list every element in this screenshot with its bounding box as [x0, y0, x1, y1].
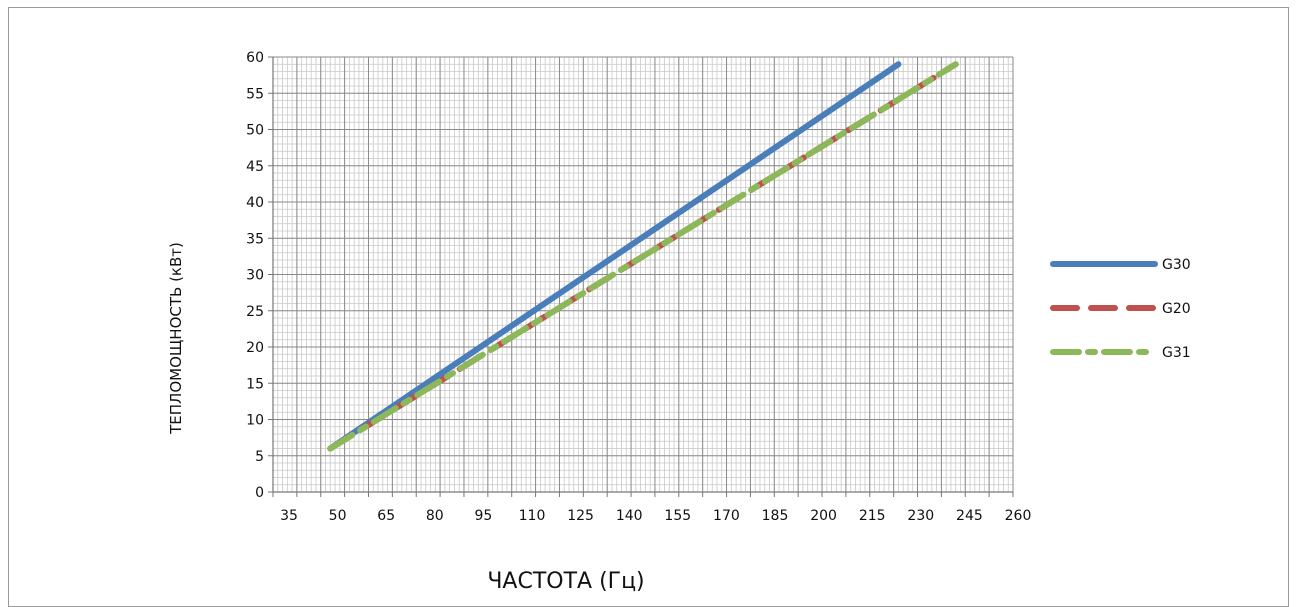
y-tick-label: 35 [246, 231, 264, 247]
y-tick-label: 45 [246, 159, 264, 175]
y-tick-label: 20 [246, 340, 264, 356]
legend: G30 G20 G31 [1050, 257, 1191, 361]
x-tick-label: 125 [567, 508, 594, 524]
x-tick-labels: 35 50 65 80 95 110 125 140 155 170 185 200 215 230 245… [280, 508, 1031, 524]
legend-label-g30: G30 [1162, 257, 1191, 273]
y-tick-label: 25 [246, 304, 264, 320]
y-tick-label: 50 [246, 123, 264, 139]
axes [268, 56, 1014, 497]
y-axis-title: ТЕПЛОМОЩНОСТЬ (кВт) [167, 242, 185, 435]
x-tick-label: 140 [616, 508, 643, 524]
y-tick-label: 0 [255, 485, 264, 501]
series-line-g31 [327, 61, 959, 452]
x-axis-title: ЧАСТОТА (Гц) [487, 569, 644, 594]
y-tick-label: 55 [246, 86, 264, 102]
x-tick-label: 260 [1005, 508, 1032, 524]
x-tick-label: 170 [713, 508, 740, 524]
x-tick-label: 215 [859, 508, 886, 524]
x-tick-label: 230 [907, 508, 934, 524]
x-tick-label: 155 [664, 508, 691, 524]
x-tick-label: 185 [762, 508, 789, 524]
x-tick-label: 110 [519, 508, 546, 524]
y-tick-label: 60 [246, 50, 264, 66]
x-tick-label: 80 [426, 508, 444, 524]
y-tick-labels: 0 5 10 15 20 25 30 35 40 45 50 55 60 [246, 50, 264, 501]
x-tick-label: 245 [956, 508, 983, 524]
legend-label-g31: G31 [1162, 345, 1191, 361]
series-line-g30 [327, 61, 902, 452]
y-tick-label: 15 [246, 376, 264, 392]
x-tick-label: 200 [810, 508, 837, 524]
y-tick-label: 40 [246, 195, 264, 211]
series-lines [327, 61, 959, 452]
x-tick-label: 65 [377, 508, 395, 524]
y-tick-label: 5 [255, 449, 264, 465]
y-tick-label: 10 [246, 413, 264, 429]
x-tick-label: 35 [280, 508, 298, 524]
x-tick-label: 95 [474, 508, 492, 524]
legend-label-g20: G20 [1162, 301, 1191, 317]
x-tick-label: 50 [329, 508, 347, 524]
y-tick-label: 30 [246, 268, 264, 284]
